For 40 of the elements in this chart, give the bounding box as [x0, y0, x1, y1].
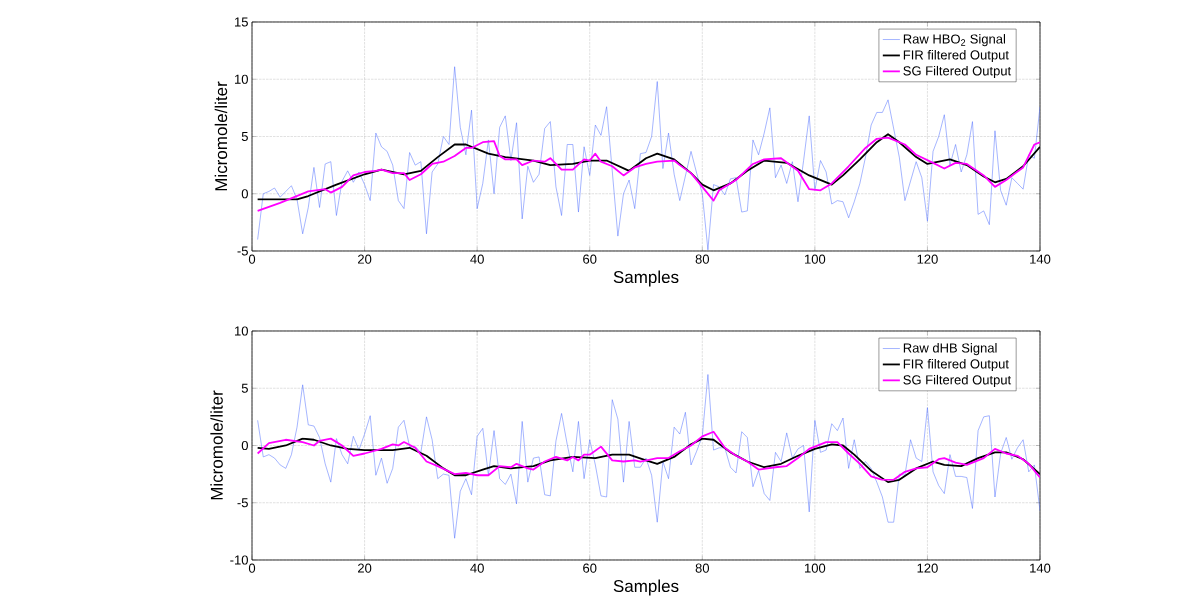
y-tick-label: -10	[230, 555, 248, 565]
x-axis-title: Samples	[613, 579, 679, 596]
legend-label: Raw dHB Signal	[903, 343, 997, 356]
legend-label: Raw HBO$_{2}$ Signal	[903, 34, 1006, 47]
legend-label: FIR filtered Output	[903, 358, 1009, 372]
y-tick-label: 15	[235, 17, 248, 27]
x-tick-label: 80	[695, 254, 710, 264]
x-tick-label: 100	[805, 254, 826, 264]
x-tick-label: 40	[470, 254, 484, 264]
y-tick-label: -5	[237, 498, 248, 508]
y-tick-label: 0	[241, 189, 248, 199]
legend-label: FIR filtered Output	[903, 49, 1009, 63]
x-tick-label: 0	[248, 563, 256, 573]
x-tick-label: 0	[248, 254, 256, 264]
y-tick-label: 10	[235, 74, 248, 84]
legend-label: SG Filtered Output	[903, 374, 1012, 388]
legend-label: SG Filtered Output	[903, 65, 1012, 79]
x-tick-label: 40	[470, 563, 484, 573]
y-axis-title: Micromole/liter	[210, 390, 223, 500]
x-tick-label: 140	[1030, 254, 1051, 264]
y-tick-label: 5	[241, 131, 248, 142]
x-tick-label: 80	[695, 563, 710, 573]
y-axis-title: Micromole/liter	[214, 81, 228, 191]
line-series	[256, 430, 1040, 481]
x-tick-label: 60	[583, 254, 597, 264]
x-axis-title: Samples	[613, 270, 679, 287]
line-series	[257, 374, 1040, 539]
x-tick-label: 140	[1030, 563, 1051, 573]
y-tick-label: 0	[241, 440, 248, 451]
y-tick-label: 10	[235, 326, 248, 336]
y-tick-label: 5	[241, 383, 248, 393]
x-tick-label: 20	[358, 563, 372, 573]
line-series	[256, 136, 1040, 212]
y-tick-label: -5	[237, 246, 248, 256]
x-tick-label: 20	[358, 254, 372, 264]
x-tick-label: 120	[917, 254, 938, 264]
x-tick-label: 100	[805, 563, 826, 573]
line-series	[257, 66, 1040, 251]
x-tick-label: 60	[583, 563, 597, 573]
x-tick-label: 120	[917, 563, 938, 573]
